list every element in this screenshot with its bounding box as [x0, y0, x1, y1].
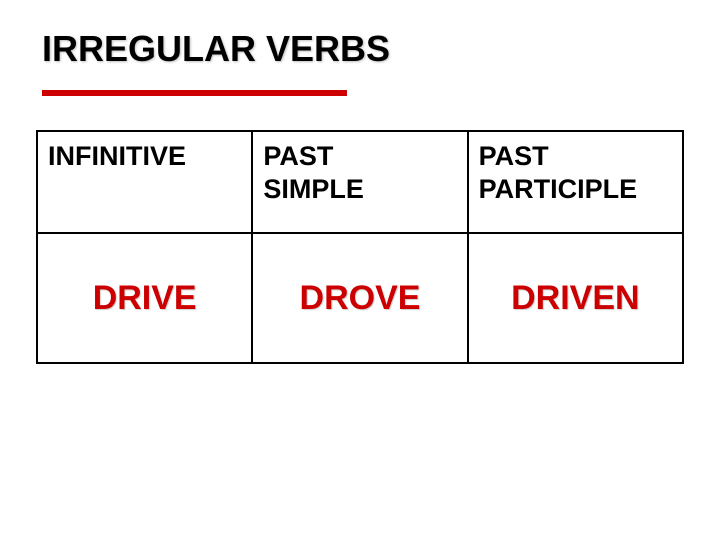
cell-past-participle: DRIVEN	[468, 233, 683, 363]
cell-value: DROVE	[257, 279, 462, 318]
header-label: PASTPARTICIPLE	[479, 140, 676, 206]
cell-value: DRIVE	[42, 279, 247, 318]
cell-value: DRIVEN	[473, 279, 678, 318]
header-cell-past-simple: PASTSIMPLE	[252, 131, 467, 233]
header-label: PASTSIMPLE	[263, 140, 460, 206]
table-header-row: INFINITIVE PASTSIMPLE PASTPARTICIPLE	[37, 131, 683, 233]
title-underline	[42, 90, 347, 96]
header-label: INFINITIVE	[48, 140, 245, 173]
header-cell-infinitive: INFINITIVE	[37, 131, 252, 233]
verb-table: INFINITIVE PASTSIMPLE PASTPARTICIPLE DRI…	[36, 130, 684, 364]
slide-container: IRREGULAR VERBS INFINITIVE PASTSIMPLE PA…	[0, 0, 720, 364]
slide-title: IRREGULAR VERBS	[42, 28, 684, 70]
cell-past-simple: DROVE	[252, 233, 467, 363]
table-row: DRIVE DROVE DRIVEN	[37, 233, 683, 363]
cell-infinitive: DRIVE	[37, 233, 252, 363]
header-cell-past-participle: PASTPARTICIPLE	[468, 131, 683, 233]
